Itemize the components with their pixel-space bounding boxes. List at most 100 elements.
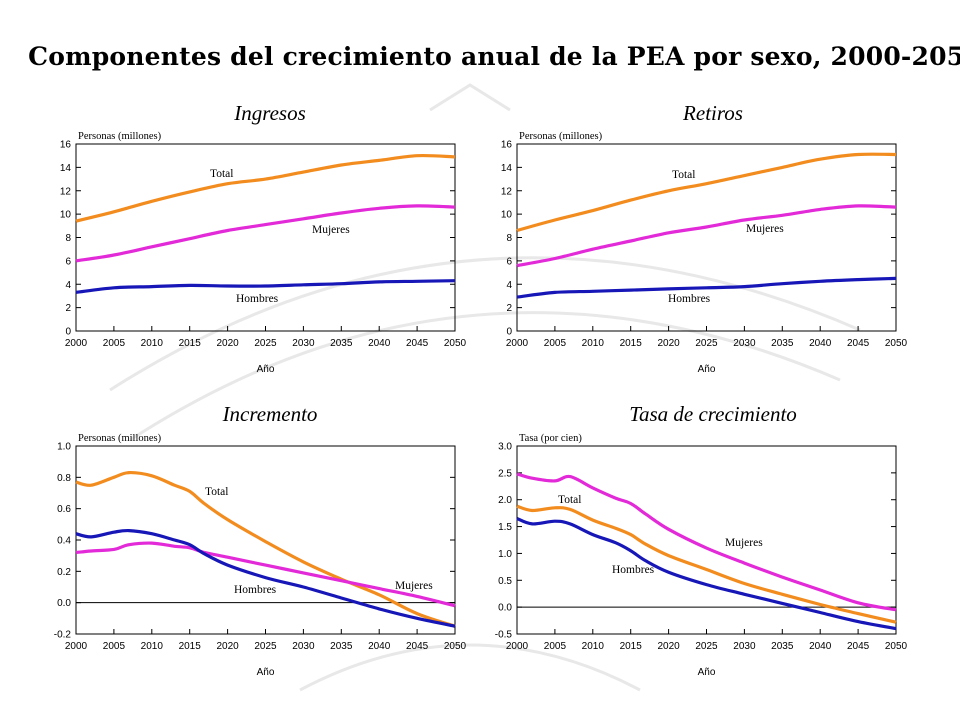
x-tick-label: 2000 xyxy=(65,338,88,349)
x-tick-label: 2040 xyxy=(809,641,832,652)
plot-frame xyxy=(516,445,897,635)
y-tick-label: 10 xyxy=(60,210,72,221)
x-tick-label: 2050 xyxy=(444,641,467,652)
y-tick-label: 1.5 xyxy=(498,522,512,533)
series-line-mujeres xyxy=(75,204,456,263)
y-tick-label: 4 xyxy=(506,280,512,291)
chart-panel-tasa-de-crecimiento: Tasa de crecimiento Tasa (por cien) -0.5 0.… xyxy=(495,402,908,678)
y-tick-label: 0.6 xyxy=(57,504,71,515)
x-tick-label: 2005 xyxy=(103,338,126,349)
series-line-total xyxy=(516,152,897,233)
y-tick-label: -0.5 xyxy=(495,630,513,641)
series-line-hombres xyxy=(516,276,897,299)
chart-title: Ingresos xyxy=(233,101,306,125)
series-label-total: Total xyxy=(672,169,695,181)
y-tick-label: 0.0 xyxy=(57,598,71,609)
x-tick-label: 2015 xyxy=(620,641,643,652)
x-tick-label: 2020 xyxy=(657,641,680,652)
y-tick-label: 16 xyxy=(60,140,72,151)
x-tick-label: 2050 xyxy=(885,338,908,349)
y-tick-label: 10 xyxy=(501,210,513,221)
y-tick-label: 0.8 xyxy=(57,473,71,484)
y-tick-label: 1.0 xyxy=(498,549,512,560)
x-tick-label: 2030 xyxy=(733,641,756,652)
series-line-mujeres xyxy=(516,472,897,612)
series-label-hombres: Hombres xyxy=(234,584,277,596)
x-tick-label: 2045 xyxy=(847,641,870,652)
x-tick-label: 2025 xyxy=(695,641,718,652)
x-tick-label: 2010 xyxy=(582,641,605,652)
y-tick-label: 2.0 xyxy=(498,495,512,506)
x-tick-label: 2040 xyxy=(368,338,391,349)
y-tick-label: 16 xyxy=(501,140,513,151)
x-tick-label: 2040 xyxy=(809,338,832,349)
y-tick-label: 0.4 xyxy=(57,536,71,547)
chart-panel-retiros: Retiros Personas (millones) 0 2 4 6 8 10 12 14 16 2… xyxy=(501,101,908,375)
x-tick-label: 2005 xyxy=(544,641,567,652)
y-tick-label: 14 xyxy=(60,163,72,174)
x-tick-label: 2025 xyxy=(254,338,277,349)
series-label-hombres: Hombres xyxy=(612,564,655,576)
x-tick-label: 2010 xyxy=(141,338,164,349)
y-tick-label: 0 xyxy=(506,327,512,338)
x-tick-label: 2045 xyxy=(847,338,870,349)
y-tick-label: 8 xyxy=(65,233,71,244)
chart-title: Incremento xyxy=(222,402,318,426)
chart-panel-incremento: Incremento Personas (millones) -0.2 0.0 0.2 0… xyxy=(54,402,467,678)
x-tick-label: 2020 xyxy=(216,338,239,349)
series-line-hombres xyxy=(75,528,456,628)
x-axis-label: Año xyxy=(257,667,275,678)
x-tick-label: 2030 xyxy=(733,338,756,349)
y-tick-label: 0 xyxy=(65,327,71,338)
x-tick-label: 2010 xyxy=(582,338,605,349)
y-tick-label: 0.2 xyxy=(57,567,71,578)
y-tick-label: 6 xyxy=(65,256,71,267)
series-line-hombres xyxy=(75,279,456,294)
y-axis-label: Personas (millones) xyxy=(78,433,162,444)
y-axis-label: Personas (millones) xyxy=(519,131,603,142)
x-tick-label: 2035 xyxy=(771,641,794,652)
x-tick-label: 2020 xyxy=(657,338,680,349)
x-tick-label: 2025 xyxy=(695,338,718,349)
x-tick-label: 2010 xyxy=(141,641,164,652)
y-tick-label: 14 xyxy=(501,163,513,174)
y-tick-label: 3.0 xyxy=(498,442,512,453)
y-tick-label: 2 xyxy=(506,303,512,314)
chart-title: Retiros xyxy=(682,101,743,125)
x-tick-label: 2035 xyxy=(330,338,353,349)
series-label-hombres: Hombres xyxy=(668,293,711,305)
x-tick-label: 2045 xyxy=(406,338,429,349)
x-tick-label: 2045 xyxy=(406,641,429,652)
y-axis-label: Tasa (por cien) xyxy=(519,433,582,444)
series-label-hombres: Hombres xyxy=(236,293,279,305)
y-tick-label: 2 xyxy=(65,303,71,314)
y-tick-label: 1.0 xyxy=(57,442,71,453)
x-tick-label: 2015 xyxy=(620,338,643,349)
x-tick-label: 2005 xyxy=(544,338,567,349)
chart-panel-ingresos: Ingresos Personas (millones) 0 2 4 6 8 10 12 14 16… xyxy=(60,101,467,375)
y-tick-label: 6 xyxy=(506,256,512,267)
x-tick-label: 2030 xyxy=(292,338,315,349)
y-axis-label: Personas (millones) xyxy=(78,131,162,142)
series-line-mujeres xyxy=(75,541,456,608)
series-label-mujeres: Mujeres xyxy=(725,537,763,549)
y-tick-label: 4 xyxy=(65,280,71,291)
x-tick-label: 2000 xyxy=(65,641,88,652)
y-tick-label: -0.2 xyxy=(54,630,72,641)
x-tick-label: 2020 xyxy=(216,641,239,652)
x-axis-label: Año xyxy=(698,667,716,678)
y-tick-label: 0.5 xyxy=(498,576,512,587)
series-label-total: Total xyxy=(205,486,228,498)
x-tick-label: 2025 xyxy=(254,641,277,652)
y-tick-label: 12 xyxy=(60,186,72,197)
series-label-total: Total xyxy=(558,494,581,506)
series-line-mujeres xyxy=(516,204,897,268)
x-axis-label: Año xyxy=(698,364,716,375)
y-tick-label: 0.0 xyxy=(498,603,512,614)
figure-title: Componentes del crecimiento anual de la … xyxy=(28,42,960,71)
x-tick-label: 2035 xyxy=(771,338,794,349)
series-line-total xyxy=(75,153,456,223)
series-line-total xyxy=(75,470,456,628)
y-tick-label: 8 xyxy=(506,233,512,244)
